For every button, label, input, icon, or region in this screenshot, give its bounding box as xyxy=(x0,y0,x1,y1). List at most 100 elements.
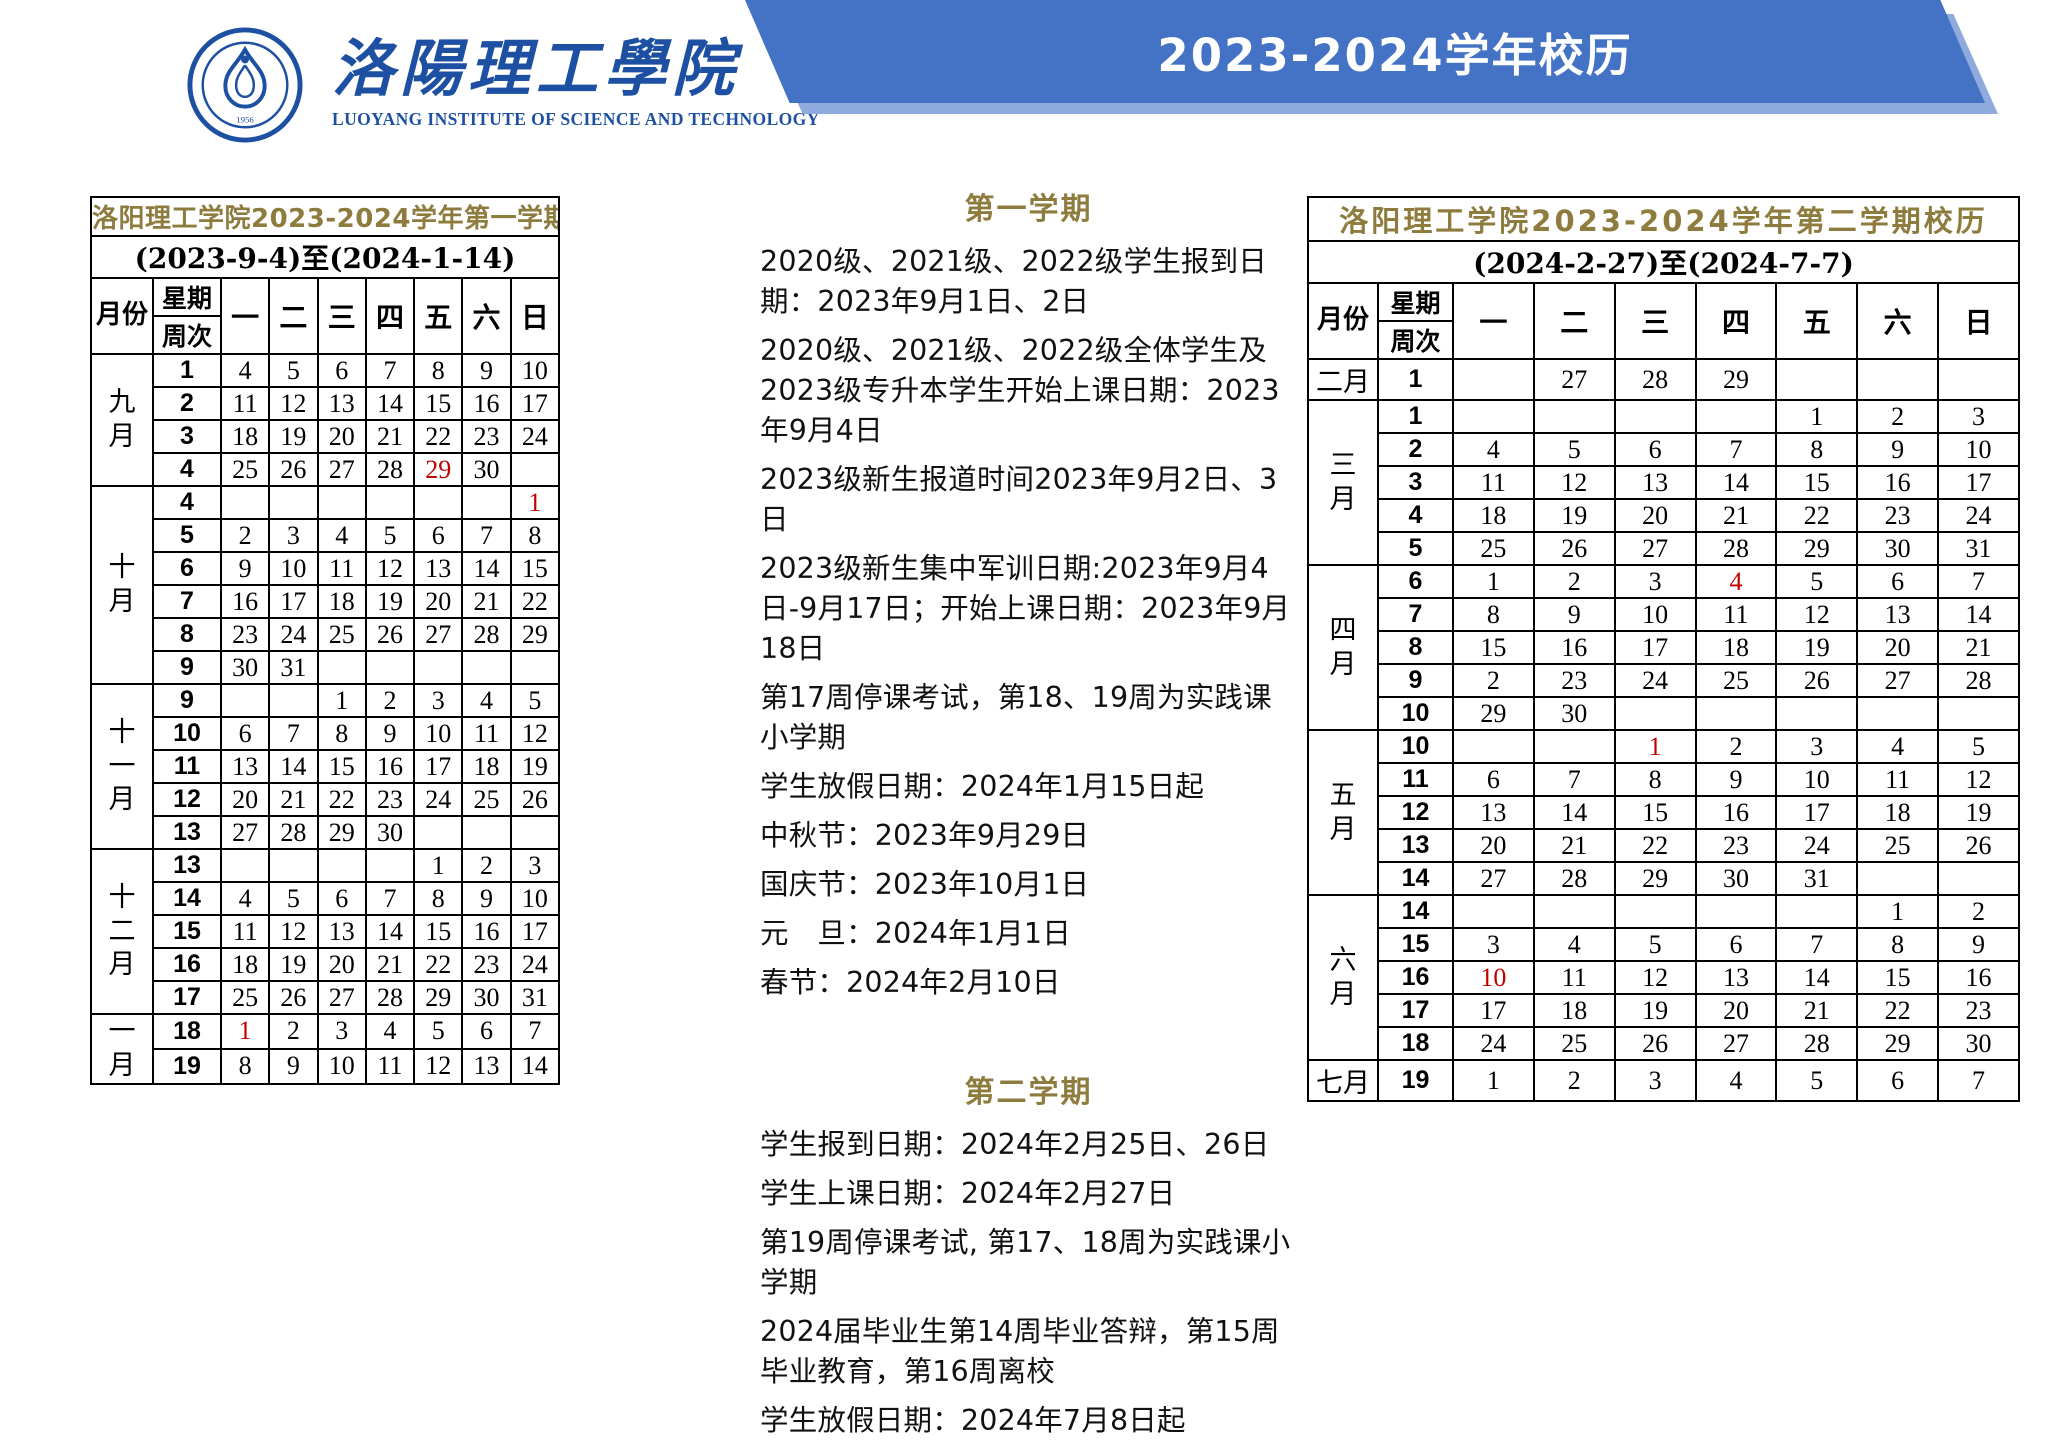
day-cell: 22 xyxy=(413,419,464,454)
day-cell: 16 xyxy=(1694,795,1778,830)
day-cell: 30 xyxy=(461,452,512,487)
note-item: 春节：2024年2月10日 xyxy=(760,966,1061,999)
table-date-range: (2024-2-27)至(2024-7-7) xyxy=(1307,240,2020,284)
day-cell: 8 xyxy=(413,881,464,916)
day-cell: 1 xyxy=(1452,1059,1535,1102)
day-cell: 31 xyxy=(268,650,319,685)
day-cell: 27 xyxy=(316,980,367,1015)
week-number: 17 xyxy=(1377,993,1454,1028)
day-cell: 5 xyxy=(364,518,416,553)
day-cell xyxy=(413,485,464,520)
day-cell xyxy=(1856,696,1940,731)
day-cell: 5 xyxy=(1775,564,1859,599)
week-number: 2 xyxy=(152,386,222,421)
day-cell: 9 xyxy=(461,353,512,388)
day-cell: 23 xyxy=(1532,663,1616,698)
week-number: 1 xyxy=(1377,358,1454,401)
day-cell: 12 xyxy=(1937,762,2020,797)
header-day: 四 xyxy=(1694,282,1778,360)
day-cell xyxy=(316,848,367,883)
day-cell: 6 xyxy=(1613,432,1697,467)
day-cell xyxy=(461,815,512,850)
day-cell: 21 xyxy=(1532,828,1616,863)
day-cell: 28 xyxy=(268,815,319,850)
week-number: 19 xyxy=(152,1047,222,1085)
header-day: 日 xyxy=(509,277,561,355)
day-cell: 10 xyxy=(268,551,319,586)
day-cell xyxy=(1775,358,1859,401)
day-cell: 2 xyxy=(1532,1059,1616,1102)
note-item: 2020级、2021级、2022级学生报到日期：2023年9月1日、2日 xyxy=(760,245,1267,318)
day-cell: 28 xyxy=(461,617,512,652)
week-number: 18 xyxy=(152,1013,222,1050)
week-number: 8 xyxy=(152,617,222,652)
day-cell: 21 xyxy=(268,782,319,817)
day-cell xyxy=(509,815,561,850)
month-label: 六月 xyxy=(1307,894,1379,1061)
day-cell: 27 xyxy=(219,815,271,850)
day-cell: 20 xyxy=(1613,498,1697,533)
header-weekday: 星期 xyxy=(152,277,222,317)
day-cell: 22 xyxy=(1775,498,1859,533)
day-cell: 26 xyxy=(364,617,416,652)
note-item: 2024届毕业生第14周毕业答辩，第15周毕业教育，第16周离校 xyxy=(760,1315,1280,1388)
note-item: 2023级新生报道时间2023年9月2日、3日 xyxy=(760,463,1278,536)
day-cell: 2 xyxy=(1856,399,1940,434)
day-cell: 29 xyxy=(1613,861,1697,896)
day-cell: 18 xyxy=(1452,498,1535,533)
day-cell: 1 xyxy=(1452,564,1535,599)
week-number: 17 xyxy=(152,980,222,1015)
day-cell: 30 xyxy=(1937,1026,2020,1061)
day-cell: 17 xyxy=(1452,993,1535,1028)
day-cell: 24 xyxy=(1937,498,2020,533)
day-cell: 13 xyxy=(219,749,271,784)
day-cell xyxy=(1775,696,1859,731)
week-number: 14 xyxy=(1377,861,1454,896)
day-cell xyxy=(1856,861,1940,896)
header-month: 月份 xyxy=(90,277,154,355)
day-cell: 12 xyxy=(509,716,561,751)
day-cell: 9 xyxy=(1532,597,1616,632)
day-cell: 12 xyxy=(413,1047,464,1085)
day-cell: 24 xyxy=(509,947,561,982)
day-cell: 12 xyxy=(364,551,416,586)
day-cell: 7 xyxy=(364,353,416,388)
week-number: 9 xyxy=(152,683,222,718)
day-cell: 14 xyxy=(364,914,416,949)
month-label: 十一月 xyxy=(90,683,154,850)
day-cell: 7 xyxy=(1937,564,2020,599)
day-cell: 27 xyxy=(413,617,464,652)
day-cell: 9 xyxy=(1694,762,1778,797)
week-number: 14 xyxy=(1377,894,1454,929)
day-cell xyxy=(461,485,512,520)
day-cell xyxy=(509,650,561,685)
week-number: 3 xyxy=(1377,465,1454,500)
day-cell: 1 xyxy=(509,485,561,520)
week-number: 10 xyxy=(1377,729,1454,764)
note-item: 国庆节：2023年10月1日 xyxy=(760,868,1090,901)
day-cell: 8 xyxy=(219,1047,271,1085)
day-cell: 20 xyxy=(1856,630,1940,665)
day-cell xyxy=(1532,894,1616,929)
day-cell xyxy=(1694,696,1778,731)
day-cell: 10 xyxy=(1937,432,2020,467)
day-cell: 20 xyxy=(316,419,367,454)
header-month: 月份 xyxy=(1307,282,1379,360)
day-cell: 4 xyxy=(316,518,367,553)
week-number: 14 xyxy=(152,881,222,916)
week-number: 16 xyxy=(1377,960,1454,995)
day-cell xyxy=(1937,358,2020,401)
day-cell: 10 xyxy=(509,881,561,916)
day-cell: 6 xyxy=(461,1013,512,1050)
table-title: 洛阳理工学院2023-2024学年第二学期校历 xyxy=(1307,196,2020,242)
note-item: 学生上课日期：2024年2月27日 xyxy=(760,1177,1176,1210)
week-number: 6 xyxy=(1377,564,1454,599)
day-cell: 5 xyxy=(509,683,561,718)
day-cell: 3 xyxy=(316,1013,367,1050)
week-number: 4 xyxy=(152,452,222,487)
day-cell: 26 xyxy=(1937,828,2020,863)
day-cell: 23 xyxy=(461,947,512,982)
day-cell: 8 xyxy=(509,518,561,553)
day-cell: 18 xyxy=(1694,630,1778,665)
header-day: 六 xyxy=(461,277,512,355)
